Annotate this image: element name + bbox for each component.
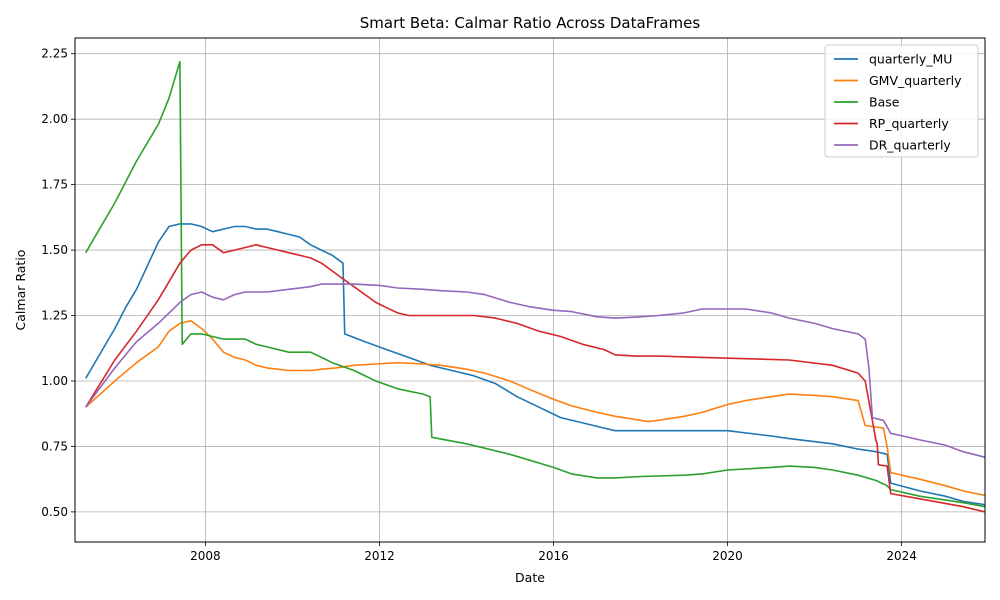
plot-frame: [74, 37, 986, 543]
x-tick-label: 2016: [538, 549, 569, 563]
y-tick-label: 1.00: [41, 374, 68, 388]
y-tick-label: 2.25: [41, 47, 68, 61]
chart-title: Smart Beta: Calmar Ratio Across DataFram…: [360, 14, 701, 32]
series-line-rp-quarterly: [85, 244, 985, 513]
x-tick-label: 2012: [364, 549, 395, 563]
y-tick-label: 0.75: [41, 439, 68, 453]
series-line-quarterly-mu: [85, 223, 985, 506]
legend-label: quarterly_MU: [869, 52, 952, 67]
x-tick-label: 2024: [886, 549, 917, 563]
y-tick-label: 2.00: [41, 112, 68, 126]
x-tick-label: 2008: [190, 549, 221, 563]
legend-label: RP_quarterly: [869, 116, 949, 131]
series-line-gmv-quarterly: [85, 320, 985, 497]
axis-ticks: 2008 2012 2016 2020 2024 0.50 0.75 1.00 1.25 1.50…: [41, 47, 917, 563]
series-line-dr-quarterly: [85, 283, 985, 459]
y-axis-title: Calmar Ratio: [13, 250, 28, 331]
y-tick-label: 1.75: [41, 178, 68, 192]
x-tick-label: 2020: [712, 549, 743, 563]
y-tick-label: 0.50: [41, 505, 68, 519]
y-tick-label: 1.50: [41, 243, 68, 257]
series-lines: [85, 60, 985, 513]
grid: [75, 38, 985, 542]
y-tick-label: 1.25: [41, 309, 68, 323]
legend: quarterly_MU GMV_quarterly Base RP_quarterl…: [824, 44, 979, 158]
x-axis-title: Date: [515, 570, 545, 585]
legend-label: DR_quarterly: [869, 138, 951, 153]
legend-label: Base: [869, 95, 900, 110]
legend-box: [824, 44, 979, 158]
series-line-base: [85, 60, 985, 508]
legend-label: GMV_quarterly: [869, 73, 962, 88]
